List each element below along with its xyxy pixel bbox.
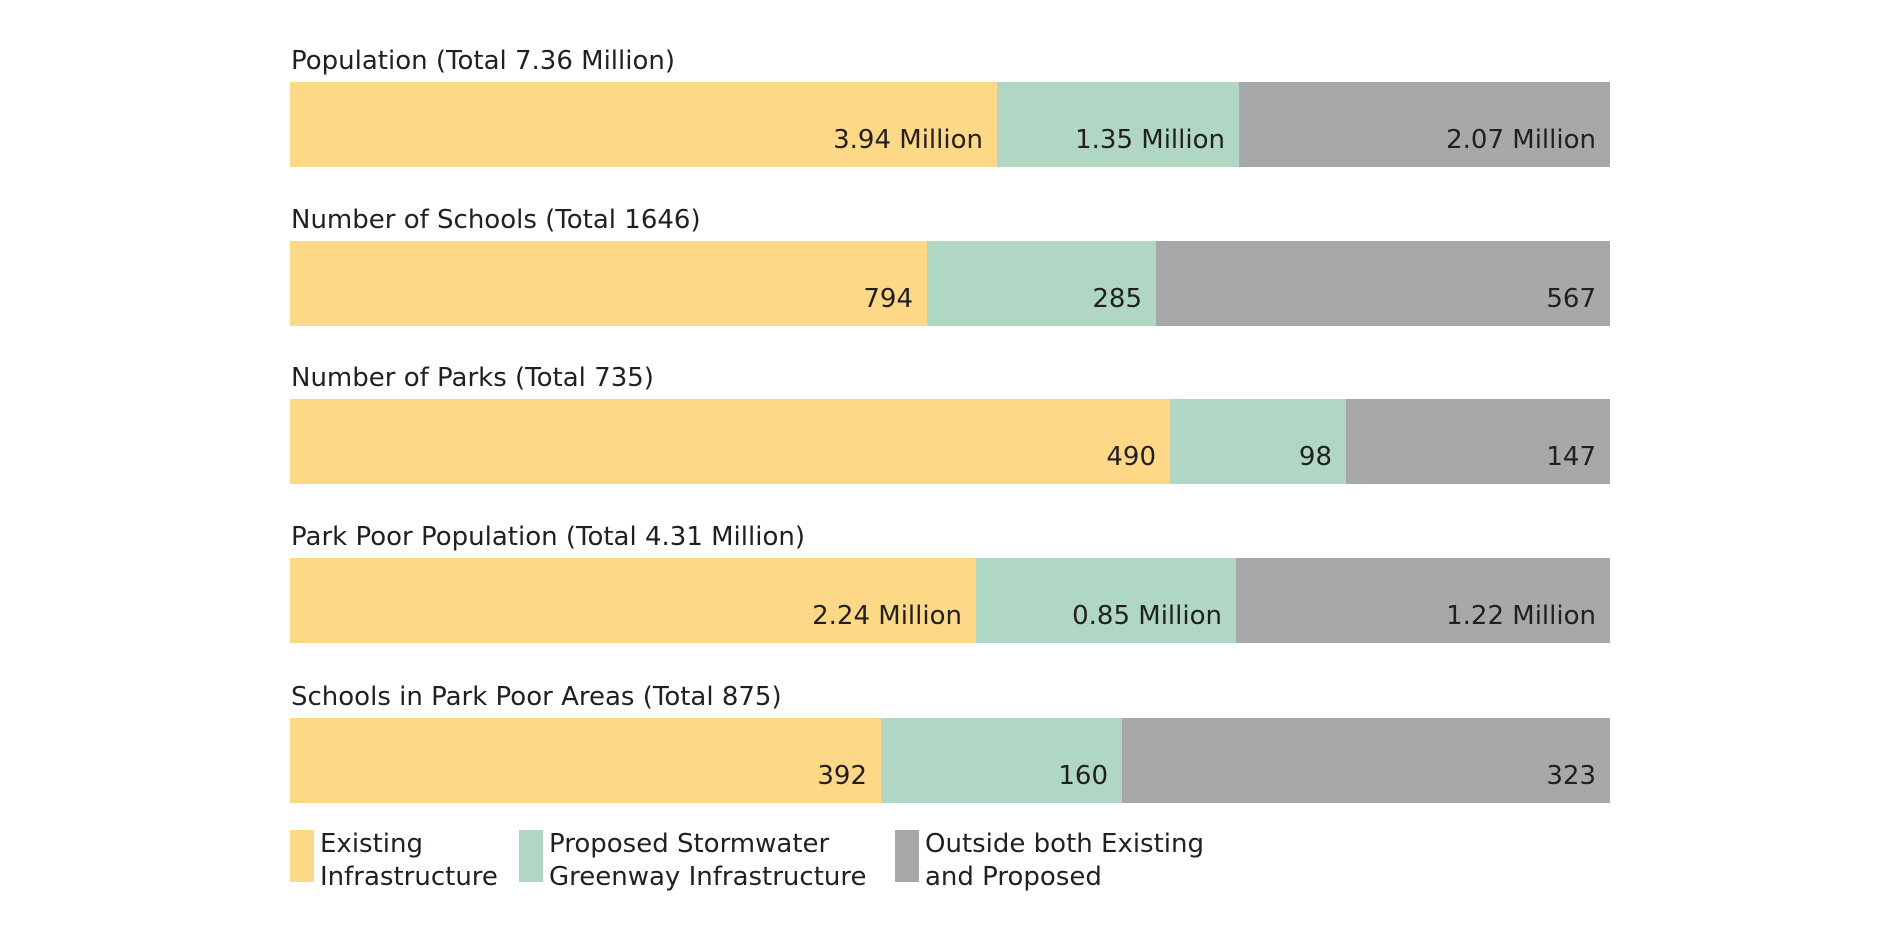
data-label-proposed: 0.85 Million bbox=[1072, 601, 1222, 631]
bar-segment-proposed: 160 bbox=[881, 718, 1122, 803]
data-label-existing: 3.94 Million bbox=[833, 125, 983, 155]
bar-segment-outside: 323 bbox=[1122, 718, 1610, 803]
bar-segment-existing: 392 bbox=[290, 718, 881, 803]
row-title-schools-park-poor: Schools in Park Poor Areas (Total 875) bbox=[291, 682, 782, 712]
bar-segment-existing: 490 bbox=[290, 399, 1170, 484]
bar-segment-existing: 2.24 Million bbox=[290, 558, 976, 643]
bar-segment-proposed: 285 bbox=[927, 241, 1156, 326]
data-label-existing: 794 bbox=[863, 284, 913, 314]
data-label-proposed: 1.35 Million bbox=[1075, 125, 1225, 155]
row-title-park-poor-population: Park Poor Population (Total 4.31 Million… bbox=[291, 522, 805, 552]
bar-segment-existing: 3.94 Million bbox=[290, 82, 997, 167]
bar-segment-outside: 1.22 Million bbox=[1236, 558, 1610, 643]
data-label-outside: 567 bbox=[1546, 284, 1596, 314]
data-label-existing: 2.24 Million bbox=[812, 601, 962, 631]
stacked-bar-schools: 794 285 567 bbox=[290, 241, 1610, 326]
data-label-existing: 392 bbox=[817, 761, 867, 791]
bar-segment-existing: 794 bbox=[290, 241, 927, 326]
legend-label-line: and Proposed bbox=[925, 862, 1102, 892]
bar-segment-proposed: 98 bbox=[1170, 399, 1346, 484]
data-label-proposed: 160 bbox=[1058, 761, 1108, 791]
legend-label-line: Infrastructure bbox=[320, 862, 498, 892]
legend-swatch-existing bbox=[290, 830, 314, 882]
legend-label-line: Proposed Stormwater bbox=[549, 829, 830, 859]
stacked-bar-schools-park-poor: 392 160 323 bbox=[290, 718, 1610, 803]
data-label-existing: 490 bbox=[1106, 442, 1156, 472]
legend-label-line: Existing bbox=[320, 829, 423, 859]
data-label-outside: 1.22 Million bbox=[1446, 601, 1596, 631]
stacked-bar-park-poor-population: 2.24 Million 0.85 Million 1.22 Million bbox=[290, 558, 1610, 643]
stacked-bar-population: 3.94 Million 1.35 Million 2.07 Million bbox=[290, 82, 1610, 167]
stacked-bar-parks: 490 98 147 bbox=[290, 399, 1610, 484]
legend-label-existing: Existing Infrastructure bbox=[320, 828, 498, 894]
bar-segment-outside: 567 bbox=[1156, 241, 1610, 326]
legend-label-proposed: Proposed Stormwater Greenway Infrastructu… bbox=[549, 828, 867, 894]
data-label-outside: 323 bbox=[1546, 761, 1596, 791]
legend-label-line: Outside both Existing bbox=[925, 829, 1205, 859]
data-label-proposed: 98 bbox=[1298, 442, 1332, 472]
row-title-schools: Number of Schools (Total 1646) bbox=[291, 205, 701, 235]
data-label-proposed: 285 bbox=[1092, 284, 1142, 314]
bar-segment-proposed: 1.35 Million bbox=[997, 82, 1239, 167]
legend-label-line: Greenway Infrastructure bbox=[549, 862, 867, 892]
row-title-parks: Number of Parks (Total 735) bbox=[291, 363, 654, 393]
legend-swatch-proposed bbox=[519, 830, 543, 882]
bar-segment-outside: 147 bbox=[1346, 399, 1610, 484]
legend-label-outside: Outside both Existing and Proposed bbox=[925, 828, 1204, 894]
data-label-outside: 147 bbox=[1546, 442, 1596, 472]
row-title-population: Population (Total 7.36 Million) bbox=[291, 46, 676, 76]
legend-swatch-outside bbox=[895, 830, 919, 882]
bar-segment-proposed: 0.85 Million bbox=[976, 558, 1236, 643]
bar-segment-outside: 2.07 Million bbox=[1239, 82, 1610, 167]
data-label-outside: 2.07 Million bbox=[1446, 125, 1596, 155]
